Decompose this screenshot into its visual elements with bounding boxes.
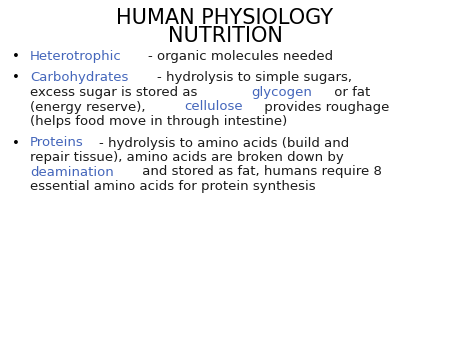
Text: •: • xyxy=(12,137,20,149)
Text: - hydrolysis to amino acids (build and: - hydrolysis to amino acids (build and xyxy=(99,137,350,149)
Text: Carbohydrates: Carbohydrates xyxy=(30,72,128,84)
Text: excess sugar is stored as: excess sugar is stored as xyxy=(30,86,202,99)
Text: deamination: deamination xyxy=(30,166,114,178)
Text: •: • xyxy=(12,50,20,63)
Text: •: • xyxy=(12,72,20,84)
Text: and stored as fat, humans require 8: and stored as fat, humans require 8 xyxy=(138,166,382,178)
Text: essential amino acids for protein synthesis: essential amino acids for protein synthe… xyxy=(30,180,315,193)
Text: (helps food move in through intestine): (helps food move in through intestine) xyxy=(30,115,287,128)
Text: cellulose: cellulose xyxy=(184,100,243,114)
Text: glycogen: glycogen xyxy=(252,86,312,99)
Text: Proteins: Proteins xyxy=(30,137,84,149)
Text: Heterotrophic: Heterotrophic xyxy=(30,50,122,63)
Text: repair tissue), amino acids are broken down by: repair tissue), amino acids are broken d… xyxy=(30,151,344,164)
Text: provides roughage: provides roughage xyxy=(260,100,390,114)
Text: NUTRITION: NUTRITION xyxy=(167,26,283,46)
Text: (energy reserve),: (energy reserve), xyxy=(30,100,150,114)
Text: HUMAN PHYSIOLOGY: HUMAN PHYSIOLOGY xyxy=(117,8,333,28)
Text: - hydrolysis to simple sugars,: - hydrolysis to simple sugars, xyxy=(157,72,352,84)
Text: - organic molecules needed: - organic molecules needed xyxy=(148,50,333,63)
Text: or fat: or fat xyxy=(330,86,370,99)
